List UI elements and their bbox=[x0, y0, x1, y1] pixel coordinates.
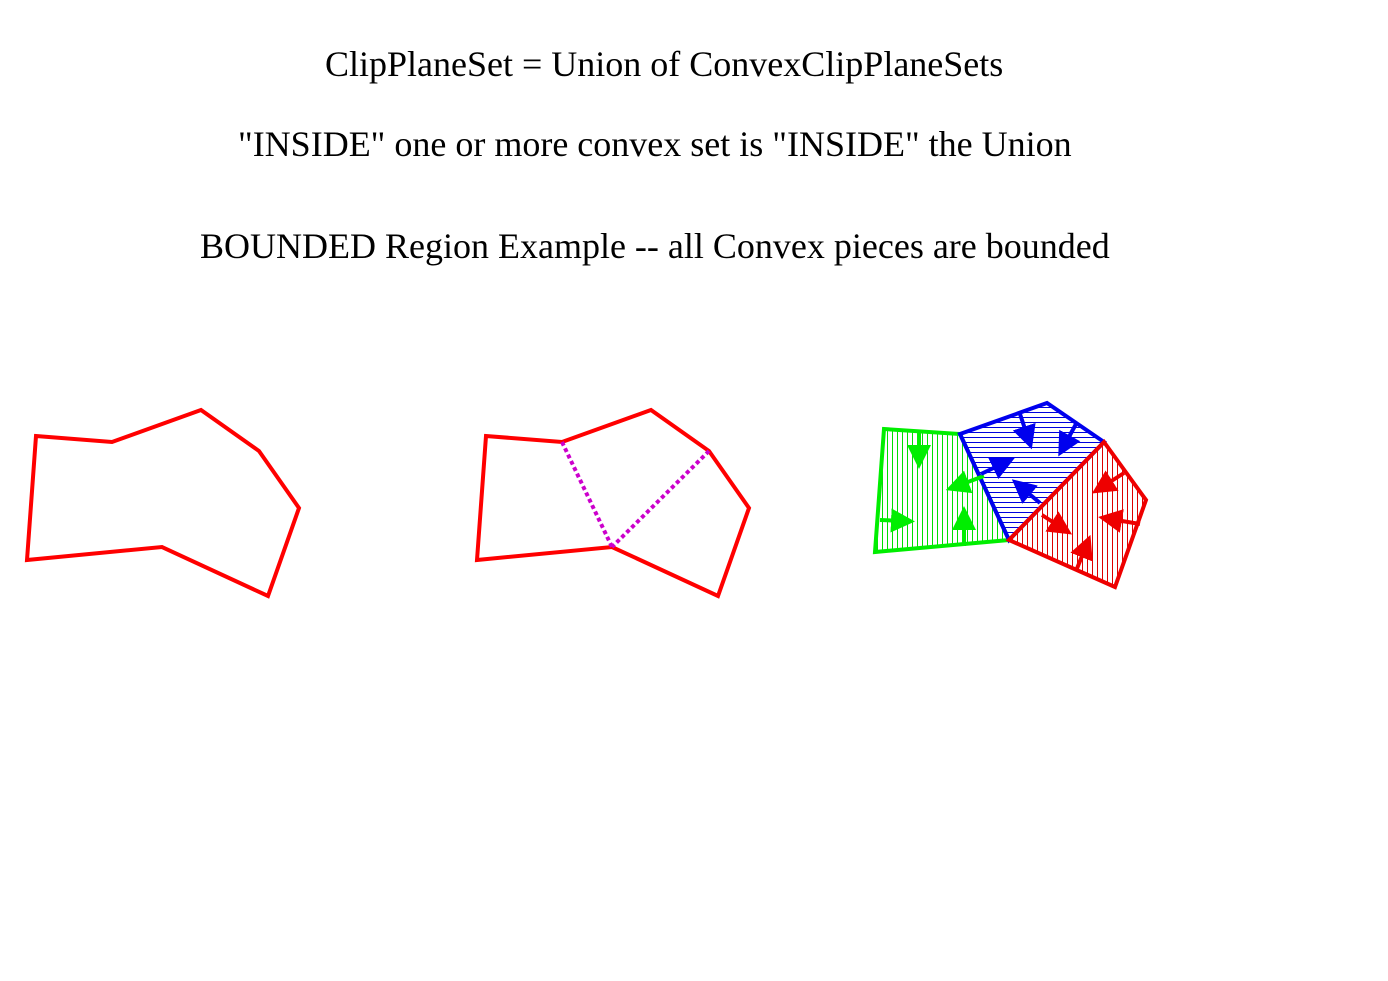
title-line-3: BOUNDED Region Example -- all Convex pie… bbox=[200, 226, 1110, 266]
red-arrow-top bbox=[1091, 470, 1126, 494]
red-arrow-right bbox=[1098, 509, 1141, 533]
red-arrow-left bbox=[1040, 511, 1073, 535]
blue-inward-arrows bbox=[980, 413, 1081, 505]
blue-arrow-top-left bbox=[1012, 413, 1036, 450]
panel-convex-pieces bbox=[872, 400, 1149, 590]
red-arrow-bottom bbox=[1070, 534, 1093, 572]
region-outline bbox=[24, 407, 302, 599]
title-line-2: "INSIDE" one or more convex set is "INSI… bbox=[238, 124, 1072, 164]
green-arrow-right bbox=[945, 470, 985, 494]
split-line-right bbox=[610, 449, 711, 549]
blue-arrow-top-right bbox=[1058, 423, 1081, 457]
blue-arrow-bottom-right bbox=[1011, 479, 1042, 505]
panel-split-lines bbox=[474, 407, 752, 599]
title-line-1: ClipPlaneSet = Union of ConvexClipPlaneS… bbox=[325, 44, 1004, 84]
region-outline-split bbox=[474, 407, 752, 599]
red-inward-arrows bbox=[1040, 470, 1141, 572]
green-arrow-left bbox=[879, 508, 915, 533]
blue-arrow-left bbox=[980, 457, 1015, 480]
panel-outline-only bbox=[24, 407, 302, 599]
split-line-left bbox=[560, 441, 614, 548]
green-inward-arrows bbox=[879, 431, 985, 546]
